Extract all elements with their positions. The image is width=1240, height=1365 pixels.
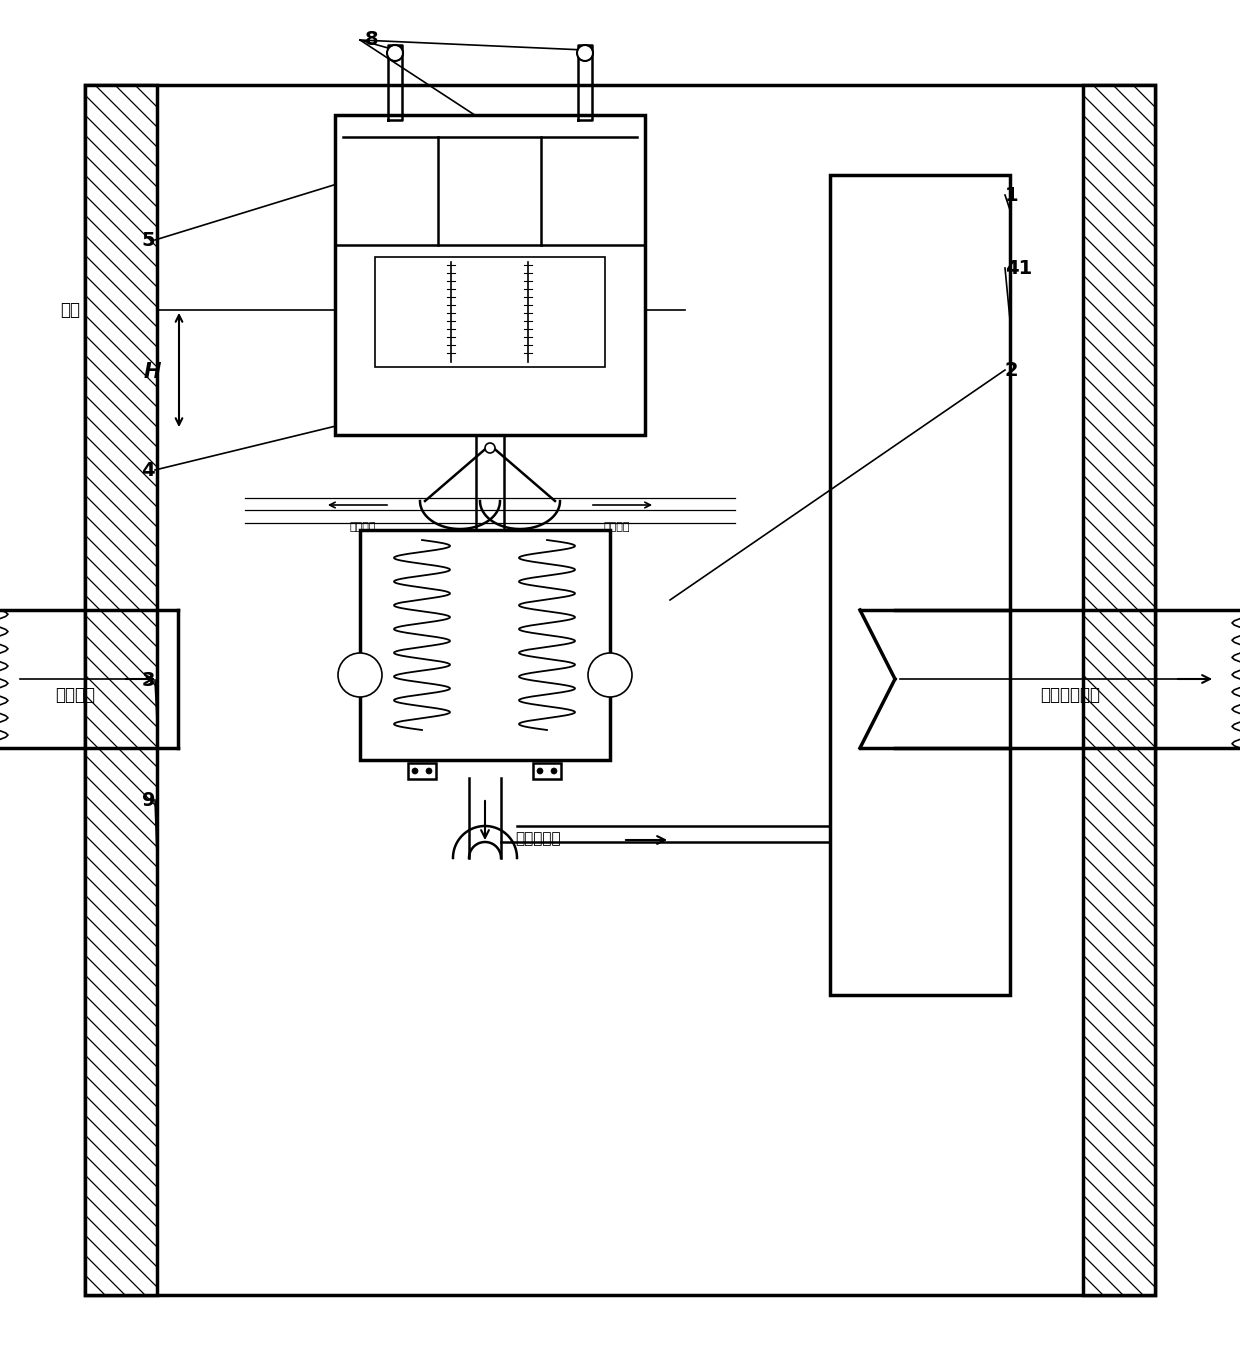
Bar — [408, 763, 436, 779]
Text: 恒流量雨水: 恒流量雨水 — [515, 831, 560, 846]
Bar — [1083, 85, 1154, 1295]
Text: 5: 5 — [141, 231, 155, 250]
Circle shape — [551, 768, 557, 774]
Circle shape — [387, 45, 403, 61]
Text: 41: 41 — [1004, 258, 1032, 277]
Circle shape — [537, 768, 543, 774]
Text: 城市排水系统: 城市排水系统 — [1040, 687, 1100, 704]
Circle shape — [588, 652, 632, 698]
Circle shape — [427, 768, 432, 774]
Text: 8: 8 — [365, 30, 378, 49]
Text: 液位: 液位 — [60, 302, 81, 319]
Bar — [374, 257, 605, 367]
Circle shape — [485, 444, 495, 453]
Bar — [335, 115, 645, 435]
Bar — [86, 85, 1154, 1295]
Text: 9: 9 — [141, 790, 155, 809]
Bar — [830, 175, 1011, 995]
Circle shape — [412, 768, 418, 774]
Text: H: H — [144, 362, 161, 382]
Text: 2: 2 — [1004, 360, 1018, 379]
Text: 4: 4 — [141, 460, 155, 479]
Bar — [533, 763, 560, 779]
Text: 径流雨水: 径流雨水 — [55, 687, 95, 704]
Bar — [360, 530, 610, 760]
Text: 水流方向: 水流方向 — [350, 521, 376, 532]
Circle shape — [577, 45, 593, 61]
Circle shape — [339, 652, 382, 698]
Text: 1: 1 — [1004, 186, 1018, 205]
Text: 水流方向: 水流方向 — [604, 521, 630, 532]
Bar — [86, 85, 157, 1295]
Text: 3: 3 — [141, 670, 155, 689]
